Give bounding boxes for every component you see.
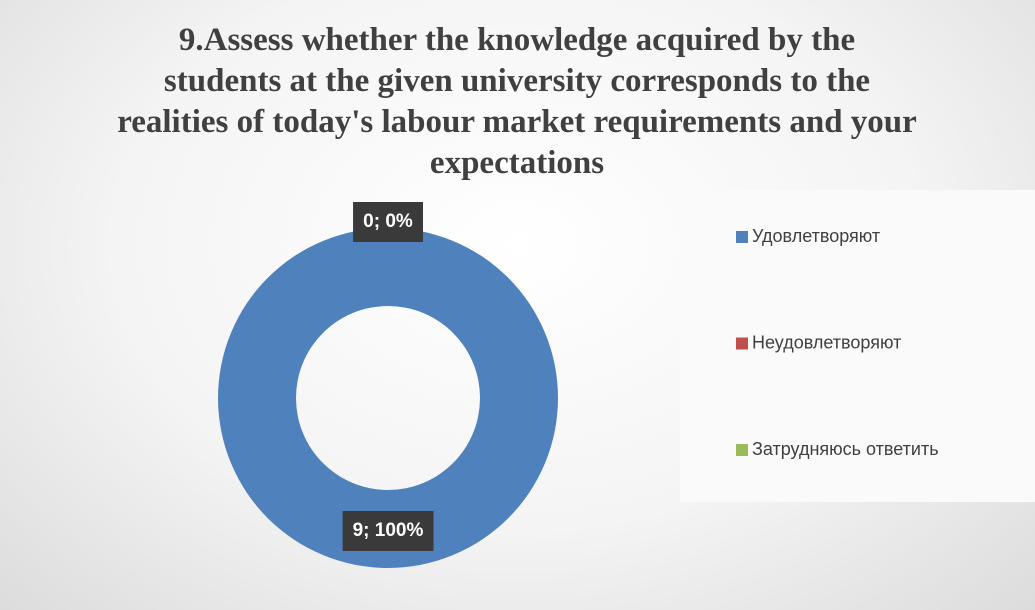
legend-swatch	[736, 444, 748, 456]
legend-label: Неудовлетворяют	[752, 332, 901, 352]
chart-title: 9.Assess whether the knowledge acquired …	[117, 22, 917, 181]
legend-label: Затрудняюсь ответить	[752, 439, 939, 459]
donut-slice	[218, 228, 558, 568]
data-label-box	[353, 202, 423, 242]
data-label-text: 0; 0%	[363, 211, 413, 232]
legend-swatch	[736, 337, 748, 350]
data-label: 0; 0%	[353, 202, 423, 242]
data-label: 9; 100%	[342, 511, 434, 551]
data-label-text: 9; 100%	[353, 520, 424, 541]
legend-label: Удовлетворяют	[752, 226, 880, 246]
data-label-box	[342, 511, 434, 551]
legend-swatch	[736, 231, 748, 243]
